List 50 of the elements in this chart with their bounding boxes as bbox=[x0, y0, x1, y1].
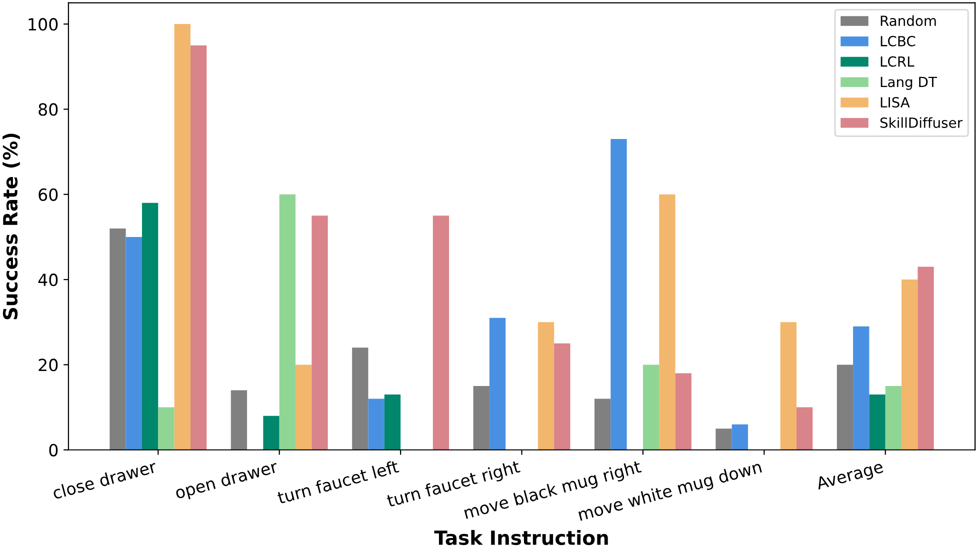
bar bbox=[279, 194, 296, 450]
x-tick-label: Average bbox=[815, 460, 885, 493]
y-tick-label: 80 bbox=[38, 103, 58, 116]
bar bbox=[716, 428, 732, 450]
legend-label: LISA bbox=[880, 97, 910, 108]
bar bbox=[126, 236, 142, 450]
bar bbox=[796, 407, 813, 450]
bar bbox=[263, 416, 280, 450]
bar bbox=[489, 318, 506, 450]
bar bbox=[885, 386, 902, 450]
bar bbox=[675, 373, 692, 450]
legend-label: Lang DT bbox=[880, 76, 938, 90]
x-tick-label: close drawer bbox=[52, 460, 158, 500]
bar bbox=[610, 139, 627, 450]
bar bbox=[853, 326, 870, 450]
bar bbox=[432, 216, 450, 450]
legend-label: SkillDiffuser bbox=[880, 117, 963, 128]
bar bbox=[836, 364, 854, 450]
bar bbox=[368, 398, 384, 450]
bar bbox=[110, 228, 126, 450]
x-axis-title: Task Instruction bbox=[434, 530, 608, 546]
bar bbox=[296, 364, 312, 450]
bar bbox=[869, 394, 886, 450]
bar bbox=[142, 202, 158, 450]
bar bbox=[190, 45, 207, 450]
bar bbox=[918, 266, 934, 450]
bar bbox=[780, 322, 796, 450]
y-tick-label: 60 bbox=[38, 188, 58, 201]
bar bbox=[538, 322, 554, 450]
y-tick-label: 0 bbox=[49, 444, 58, 456]
bar bbox=[642, 364, 660, 450]
bar bbox=[312, 216, 328, 450]
bar bbox=[554, 343, 570, 450]
bar bbox=[594, 398, 611, 450]
bar bbox=[158, 407, 174, 450]
y-tick-label: 20 bbox=[38, 358, 58, 372]
bar bbox=[352, 348, 368, 450]
bar bbox=[230, 390, 248, 450]
legend-label: LCBC bbox=[880, 36, 916, 46]
legend-label: Random bbox=[880, 15, 936, 26]
bar bbox=[174, 24, 190, 450]
bar bbox=[732, 424, 748, 450]
legend-label: LCRL bbox=[880, 56, 914, 67]
y-axis-title: Success Rate (%) bbox=[2, 134, 20, 320]
bar bbox=[902, 280, 918, 450]
y-tick-label: 40 bbox=[38, 274, 58, 286]
bar bbox=[659, 194, 676, 450]
bar bbox=[473, 386, 490, 450]
y-tick-label: 100 bbox=[28, 18, 58, 31]
bar bbox=[384, 394, 401, 450]
